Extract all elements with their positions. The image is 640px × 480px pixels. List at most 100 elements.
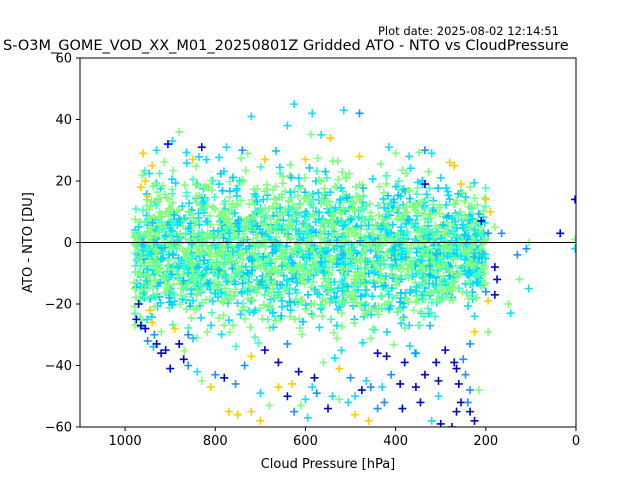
cloud-point — [481, 184, 490, 193]
cloud-point — [180, 264, 189, 273]
cloud-point — [285, 171, 294, 180]
cloud-point — [382, 179, 391, 188]
cloud-point — [277, 311, 286, 320]
data-point — [470, 327, 479, 336]
data-point — [220, 373, 229, 382]
cloud-point — [296, 200, 305, 209]
cloud-point — [420, 228, 429, 237]
cloud-point — [324, 277, 333, 286]
cloud-point — [194, 213, 203, 222]
cloud-point — [464, 294, 473, 303]
cloud-point — [207, 321, 216, 330]
cloud-point — [273, 269, 282, 278]
cloud-point — [370, 325, 379, 334]
data-point — [256, 416, 265, 425]
cloud-point — [188, 251, 197, 260]
cloud-point — [319, 189, 328, 198]
cloud-point — [254, 338, 263, 347]
y-tick-label: −40 — [45, 359, 72, 374]
cloud-point — [291, 295, 300, 304]
cloud-point — [257, 277, 266, 286]
cloud-point — [161, 232, 170, 241]
data-point — [493, 275, 502, 284]
data-point — [571, 195, 576, 204]
cloud-point — [296, 184, 305, 193]
cloud-point — [425, 184, 434, 193]
data-point — [420, 370, 429, 379]
cloud-point — [287, 204, 296, 213]
cloud-point — [204, 247, 213, 256]
cloud-point — [168, 289, 177, 298]
cloud-point — [388, 246, 397, 255]
cloud-point — [197, 313, 206, 322]
cloud-point — [413, 224, 422, 233]
cloud-point — [341, 260, 350, 269]
data-point — [461, 370, 470, 379]
cloud-point — [368, 292, 377, 301]
cloud-point — [319, 268, 328, 277]
cloud-point — [279, 271, 288, 280]
data-point — [260, 155, 269, 164]
cloud-point — [278, 179, 287, 188]
cloud-point — [174, 205, 183, 214]
cloud-point — [155, 169, 164, 178]
cloud-point — [238, 178, 247, 187]
data-point — [224, 407, 233, 416]
cloud-point — [332, 321, 341, 330]
cloud-point — [134, 245, 143, 254]
cloud-point — [427, 210, 436, 219]
cloud-point — [183, 225, 192, 234]
cloud-point — [460, 197, 469, 206]
cloud-point — [423, 304, 432, 313]
data-point — [222, 143, 231, 152]
data-point — [400, 358, 409, 367]
cloud-point — [157, 255, 166, 264]
x-tick-label: 800 — [203, 434, 228, 449]
data-point — [184, 361, 193, 370]
cloud-point — [265, 301, 274, 310]
cloud-point — [268, 202, 277, 211]
cloud-point — [345, 229, 354, 238]
cloud-point — [147, 197, 156, 206]
cloud-point — [203, 327, 212, 336]
cloud-point — [225, 328, 234, 337]
data-point — [233, 410, 242, 419]
data-point — [364, 416, 373, 425]
data-point — [384, 143, 393, 152]
data-point — [506, 309, 515, 318]
cloud-point — [386, 302, 395, 311]
cloud-point — [317, 281, 326, 290]
chart-title: S-O3M_GOME_VOD_XX_M01_20250801Z Gridded … — [3, 38, 569, 54]
cloud-point — [220, 258, 229, 267]
data-point — [355, 109, 364, 118]
cloud-point — [299, 234, 308, 243]
cloud-point — [338, 168, 347, 177]
cloud-point — [300, 173, 309, 182]
cloud-point — [399, 313, 408, 322]
cloud-point — [349, 287, 358, 296]
x-tick-label: 0 — [572, 434, 580, 449]
cloud-point — [381, 281, 390, 290]
cloud-point — [261, 283, 270, 292]
cloud-point — [468, 214, 477, 223]
cloud-point — [318, 195, 327, 204]
data-point — [416, 398, 425, 407]
cloud-point — [382, 171, 391, 180]
cloud-point — [372, 253, 381, 262]
data-point — [571, 244, 576, 253]
cloud-point — [182, 159, 191, 168]
cloud-point — [181, 292, 190, 301]
cloud-point — [356, 225, 365, 234]
data-point — [420, 146, 429, 155]
cloud-point — [184, 224, 193, 233]
cloud-point — [179, 276, 188, 285]
cloud-point — [266, 259, 275, 268]
cloud-point — [241, 234, 250, 243]
cloud-point — [452, 233, 461, 242]
cloud-point — [318, 295, 327, 304]
cloud-point — [225, 177, 234, 186]
cloud-point — [245, 200, 254, 209]
data-point — [184, 330, 193, 339]
cloud-point — [431, 249, 440, 258]
cloud-point — [259, 261, 268, 270]
